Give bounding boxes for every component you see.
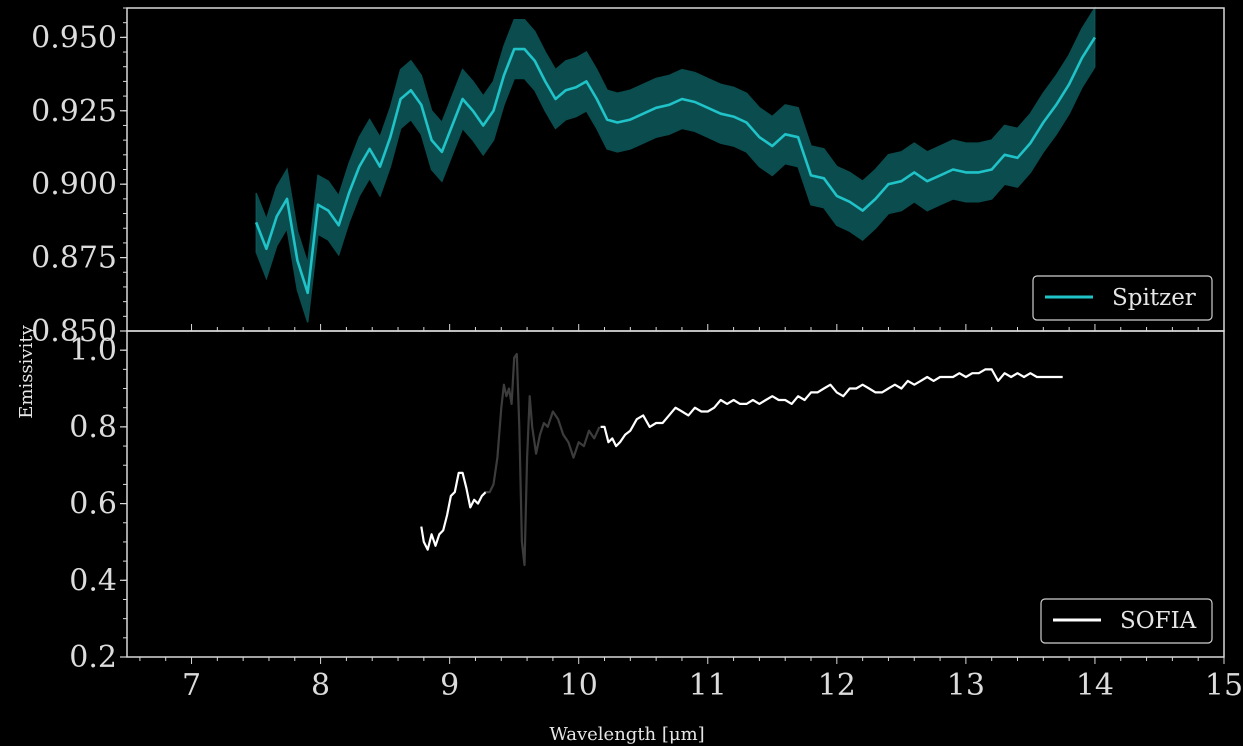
top-ytick-label: 0.900 bbox=[31, 167, 117, 202]
y-axis-label: Emissivity bbox=[16, 324, 37, 418]
bottom-ytick-label: 0.2 bbox=[69, 640, 117, 675]
bottom-ytick-label: 1.0 bbox=[69, 333, 117, 368]
bottom-xtick-label: 13 bbox=[947, 668, 985, 703]
sofia-legend: SOFIA bbox=[1040, 598, 1213, 644]
sofia-segment-solid bbox=[600, 368, 1063, 448]
top-ytick-label: 0.950 bbox=[31, 20, 117, 55]
top-panel-ticks: 0.850 0.875 0.900 0.925 0.950 bbox=[31, 7, 1225, 349]
bottom-xtick-label: 11 bbox=[689, 668, 727, 703]
bottom-panel-frame bbox=[126, 330, 1225, 658]
spitzer-series-line bbox=[254, 36, 1097, 295]
spitzer-legend-label: Spitzer bbox=[1112, 285, 1196, 311]
spitzer-line-layer bbox=[254, 36, 1097, 295]
bottom-xtick-label: 14 bbox=[1076, 668, 1114, 703]
bottom-ytick-label: 0.4 bbox=[69, 563, 117, 598]
spitzer-uncertainty-band bbox=[255, 6, 1096, 323]
sofia-segment-solid bbox=[420, 471, 487, 551]
bottom-xtick-label: 12 bbox=[818, 668, 856, 703]
top-ytick-label: 0.850 bbox=[31, 314, 117, 349]
spitzer-legend: Spitzer bbox=[1032, 275, 1213, 321]
bottom-xtick-label: 7 bbox=[182, 668, 201, 703]
bottom-ytick-label: 0.8 bbox=[69, 410, 117, 445]
spitzer-band-upper-edge bbox=[255, 7, 1096, 264]
spitzer-legend-box bbox=[1032, 275, 1213, 321]
spitzer-panel: 0.850 0.875 0.900 0.925 0.950 Spitzer bbox=[31, 6, 1225, 349]
sofia-legend-box bbox=[1040, 598, 1213, 644]
sofia-panel: 0.2 0.4 0.6 0.8 1.0 7 8 9 10 11 12 13 14 15 SOFIA bbox=[69, 330, 1243, 703]
bottom-xtick-label: 8 bbox=[311, 668, 330, 703]
top-ytick-label: 0.925 bbox=[31, 94, 117, 129]
bottom-xtick-label: 9 bbox=[440, 668, 459, 703]
bottom-xtick-label: 10 bbox=[560, 668, 598, 703]
bottom-xtick-label: 15 bbox=[1205, 668, 1243, 703]
x-axis-label: Wavelength [μm] bbox=[549, 724, 704, 745]
spitzer-band-lower-edge bbox=[255, 66, 1096, 323]
bottom-ytick-label: 0.6 bbox=[69, 487, 117, 522]
top-ytick-label: 0.875 bbox=[31, 241, 117, 276]
sofia-line-layer bbox=[420, 352, 1063, 567]
sofia-segment-faded bbox=[485, 352, 601, 567]
sofia-legend-label: SOFIA bbox=[1120, 608, 1197, 634]
